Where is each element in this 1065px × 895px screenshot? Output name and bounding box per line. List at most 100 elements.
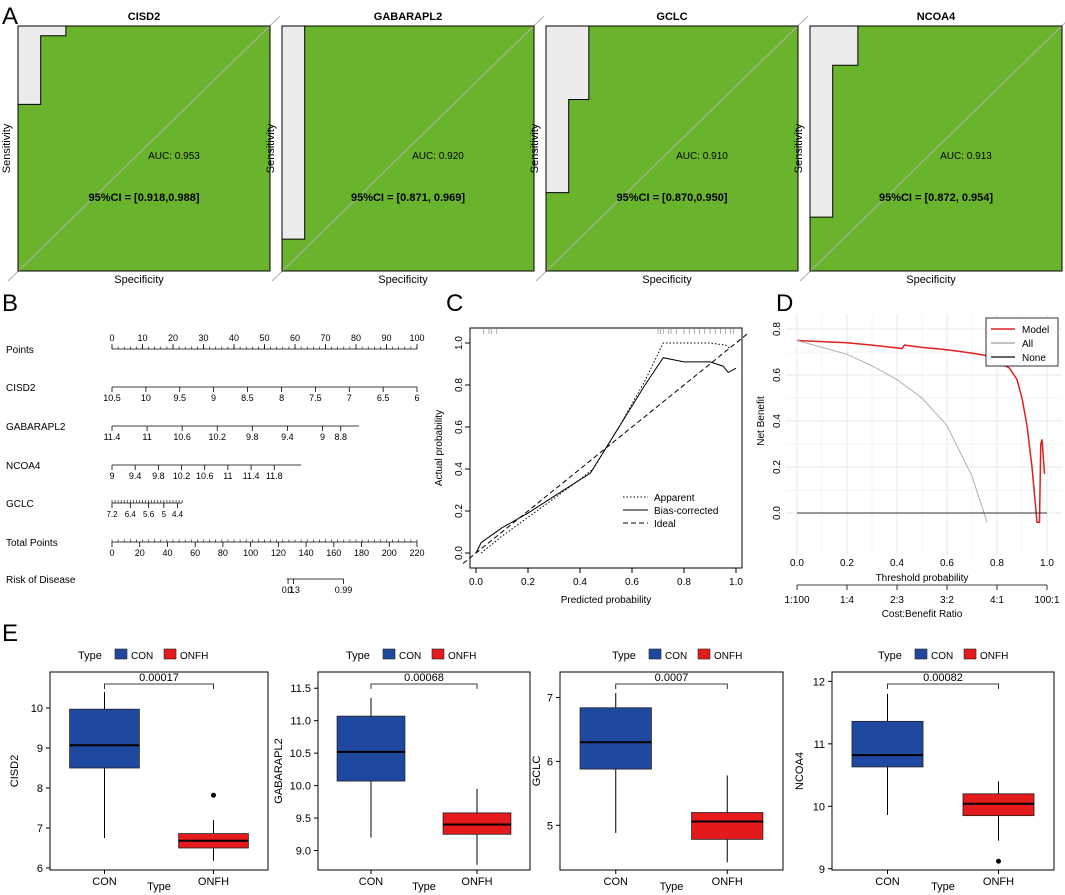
nomogram-row-label: Points <box>6 345 34 356</box>
roc-frame <box>281 25 535 272</box>
legend-label-onfh: ONFH <box>180 651 208 662</box>
roc-title: GABARAPL2 <box>374 11 442 23</box>
nomogram-row: Total Points 0 20 40 60 80 100 120 140 160 180 200 2… <box>6 538 425 558</box>
panel-a-roc-curves: CISD2 AUC: 0.953 95%CI = [0.918,0.988] Spec… <box>1 11 1065 286</box>
dca-legend-label: Model <box>1022 325 1049 336</box>
dca-legend-box <box>985 317 1059 367</box>
dca-line-all <box>796 340 988 523</box>
dca-legend-label: All <box>1022 339 1033 350</box>
boxplot-frame <box>559 671 784 871</box>
nomogram-row-label: CISD2 <box>6 383 36 394</box>
boxplot-x-label: Type <box>931 881 955 893</box>
nomogram-tick-label: 9.8 <box>152 471 165 481</box>
dca-y-tick-label: 0.2 <box>772 460 783 474</box>
nomogram-tick-label: 0.3 <box>287 585 300 595</box>
nomogram-tick-label: 6.5 <box>377 393 390 403</box>
boxplot-legend-title: Type <box>612 650 636 662</box>
dca-x-tick-label: 0.8 <box>990 558 1004 569</box>
boxplot-y-tick-label: 9 <box>819 864 825 876</box>
roc-x-label: Specificity <box>906 274 956 286</box>
boxplot-y-tick-label: 11.0 <box>290 716 311 728</box>
calibration-y-tick-label: 0.0 <box>454 546 465 560</box>
nomogram-tick-label: 30 <box>198 333 208 343</box>
calibration-x-tick-label: 0.2 <box>521 577 535 588</box>
nomogram-tick-label: 90 <box>381 333 391 343</box>
legend-label-con: CON <box>131 651 153 662</box>
boxplot-gclc: 5 6 7 CON ONFH 0.0007 Type GCLC Type CON ONFH <box>531 648 784 893</box>
roc-diagonal <box>7 15 281 282</box>
dca-x-tick-label: 1.0 <box>1040 558 1054 569</box>
calibration-line-ideal <box>462 332 750 564</box>
boxplot-y-tick-label: 8 <box>37 783 43 795</box>
dca-x-tick-label: 0.2 <box>840 558 854 569</box>
boxplot-category-label: ONFH <box>461 876 492 888</box>
boxplot-y-tick-label: 7 <box>547 693 553 705</box>
nomogram-tick-label: 40 <box>162 548 172 558</box>
nomogram-tick-label: 0 <box>109 548 114 558</box>
nomogram-tick-label: 0.99 <box>335 585 353 595</box>
nomogram-tick-label: 11.8 <box>266 471 283 481</box>
boxplot-x-label: Type <box>147 881 171 893</box>
panel-letter-a: A <box>2 3 18 30</box>
boxplot-ncoa4: 9 10 11 12 CON ONFH 0.00082 Type NCOA4 Type CON ONF… <box>794 648 1055 893</box>
dca-legend-label: None <box>1022 353 1046 364</box>
roc-auc-label: AUC: 0.910 <box>676 151 728 162</box>
dca-x-tick-label: 0.4 <box>890 558 904 569</box>
dca-ratio-tick-label: 1:100 <box>784 595 809 606</box>
boxplot-box-con <box>336 715 406 782</box>
boxplot-legend-title: Type <box>878 650 902 662</box>
legend-swatch-con <box>114 648 128 660</box>
roc-gclc: GCLC AUC: 0.910 95%CI = [0.870,0.950] Speci… <box>529 11 809 286</box>
nomogram-tick-label: 0 <box>109 333 114 343</box>
nomogram-row-label: GCLC <box>6 499 34 510</box>
roc-diagonal <box>799 22 1065 282</box>
legend-label-con: CON <box>665 651 687 662</box>
calibration-y-label: Actual probability <box>434 410 445 486</box>
calibration-x-tick-label: 0.6 <box>625 577 639 588</box>
legend-swatch-con <box>914 648 928 660</box>
roc-auc-label: AUC: 0.920 <box>412 151 464 162</box>
dca-ratio-label: Cost:Benefit Ratio <box>882 609 963 620</box>
roc-ci-label: 95%CI = [0.872, 0.954] <box>879 192 993 204</box>
nomogram-tick-label: 60 <box>190 548 200 558</box>
dca-x-tick-label: 0.0 <box>790 558 804 569</box>
boxplot-frame <box>49 671 269 871</box>
panel-c-calibration-plot: 0.0 0.2 0.4 0.6 0.8 1.0 0.0 0.2 0.4 0.6 0.8 1.0 Appa… <box>434 327 750 606</box>
nomogram-tick-label: 11.4 <box>243 471 260 481</box>
boxplot-y-tick-label: 6 <box>547 756 553 768</box>
dca-ratio-tick-label: 100:1 <box>1034 595 1059 606</box>
nomogram-tick-label: 9.4 <box>281 432 294 442</box>
boxplot-legend-title: Type <box>78 650 102 662</box>
legend-swatch-con <box>648 648 662 660</box>
panel-d-decision-curve: 0.0 0.2 0.4 0.6 0.8 0.0 0.2 0.4 0.6 0.8 1.0 Model Al… <box>756 314 1062 620</box>
dca-y-tick-label: 0.8 <box>772 322 783 336</box>
roc-frame <box>17 25 271 272</box>
dca-ratio-tick-label: 2:3 <box>890 595 904 606</box>
nomogram-tick-label: 7 <box>347 393 352 403</box>
nomogram-row: GCLC 7.2 6.4 5.6 5 4.4 <box>6 499 184 519</box>
nomogram-tick-label: 9.8 <box>246 432 259 442</box>
boxplot-y-tick-label: 7 <box>37 823 43 835</box>
nomogram-tick-label: 5 <box>162 510 167 519</box>
significance-bracket <box>104 683 214 689</box>
nomogram-tick-label: 160 <box>326 548 341 558</box>
legend-label-onfh: ONFH <box>980 651 1008 662</box>
roc-cisd2: CISD2 AUC: 0.953 95%CI = [0.918,0.988] Spec… <box>1 11 281 286</box>
nomogram-tick-label: 220 <box>409 548 424 558</box>
calibration-x-label: Predicted probability <box>561 595 652 606</box>
dca-x-tick-label: 0.6 <box>940 558 954 569</box>
dca-ratio-tick-label: 4:1 <box>990 595 1004 606</box>
dca-ratio-tick-label: 3:2 <box>940 595 954 606</box>
boxplot-frame <box>831 671 1055 871</box>
calibration-legend-label: Apparent <box>654 493 695 504</box>
legend-label-onfh: ONFH <box>448 651 476 662</box>
nomogram-tick-label: 6.4 <box>125 510 137 519</box>
panel-letter-c: C <box>446 290 463 317</box>
boxplot-y-tick-label: 11.5 <box>290 683 311 695</box>
nomogram-row: Risk of Disease 0.10.3 0.99 <box>6 575 352 595</box>
significance-bracket <box>615 683 728 689</box>
roc-title: GCLC <box>656 11 687 23</box>
nomogram-tick-label: 10 <box>137 333 147 343</box>
